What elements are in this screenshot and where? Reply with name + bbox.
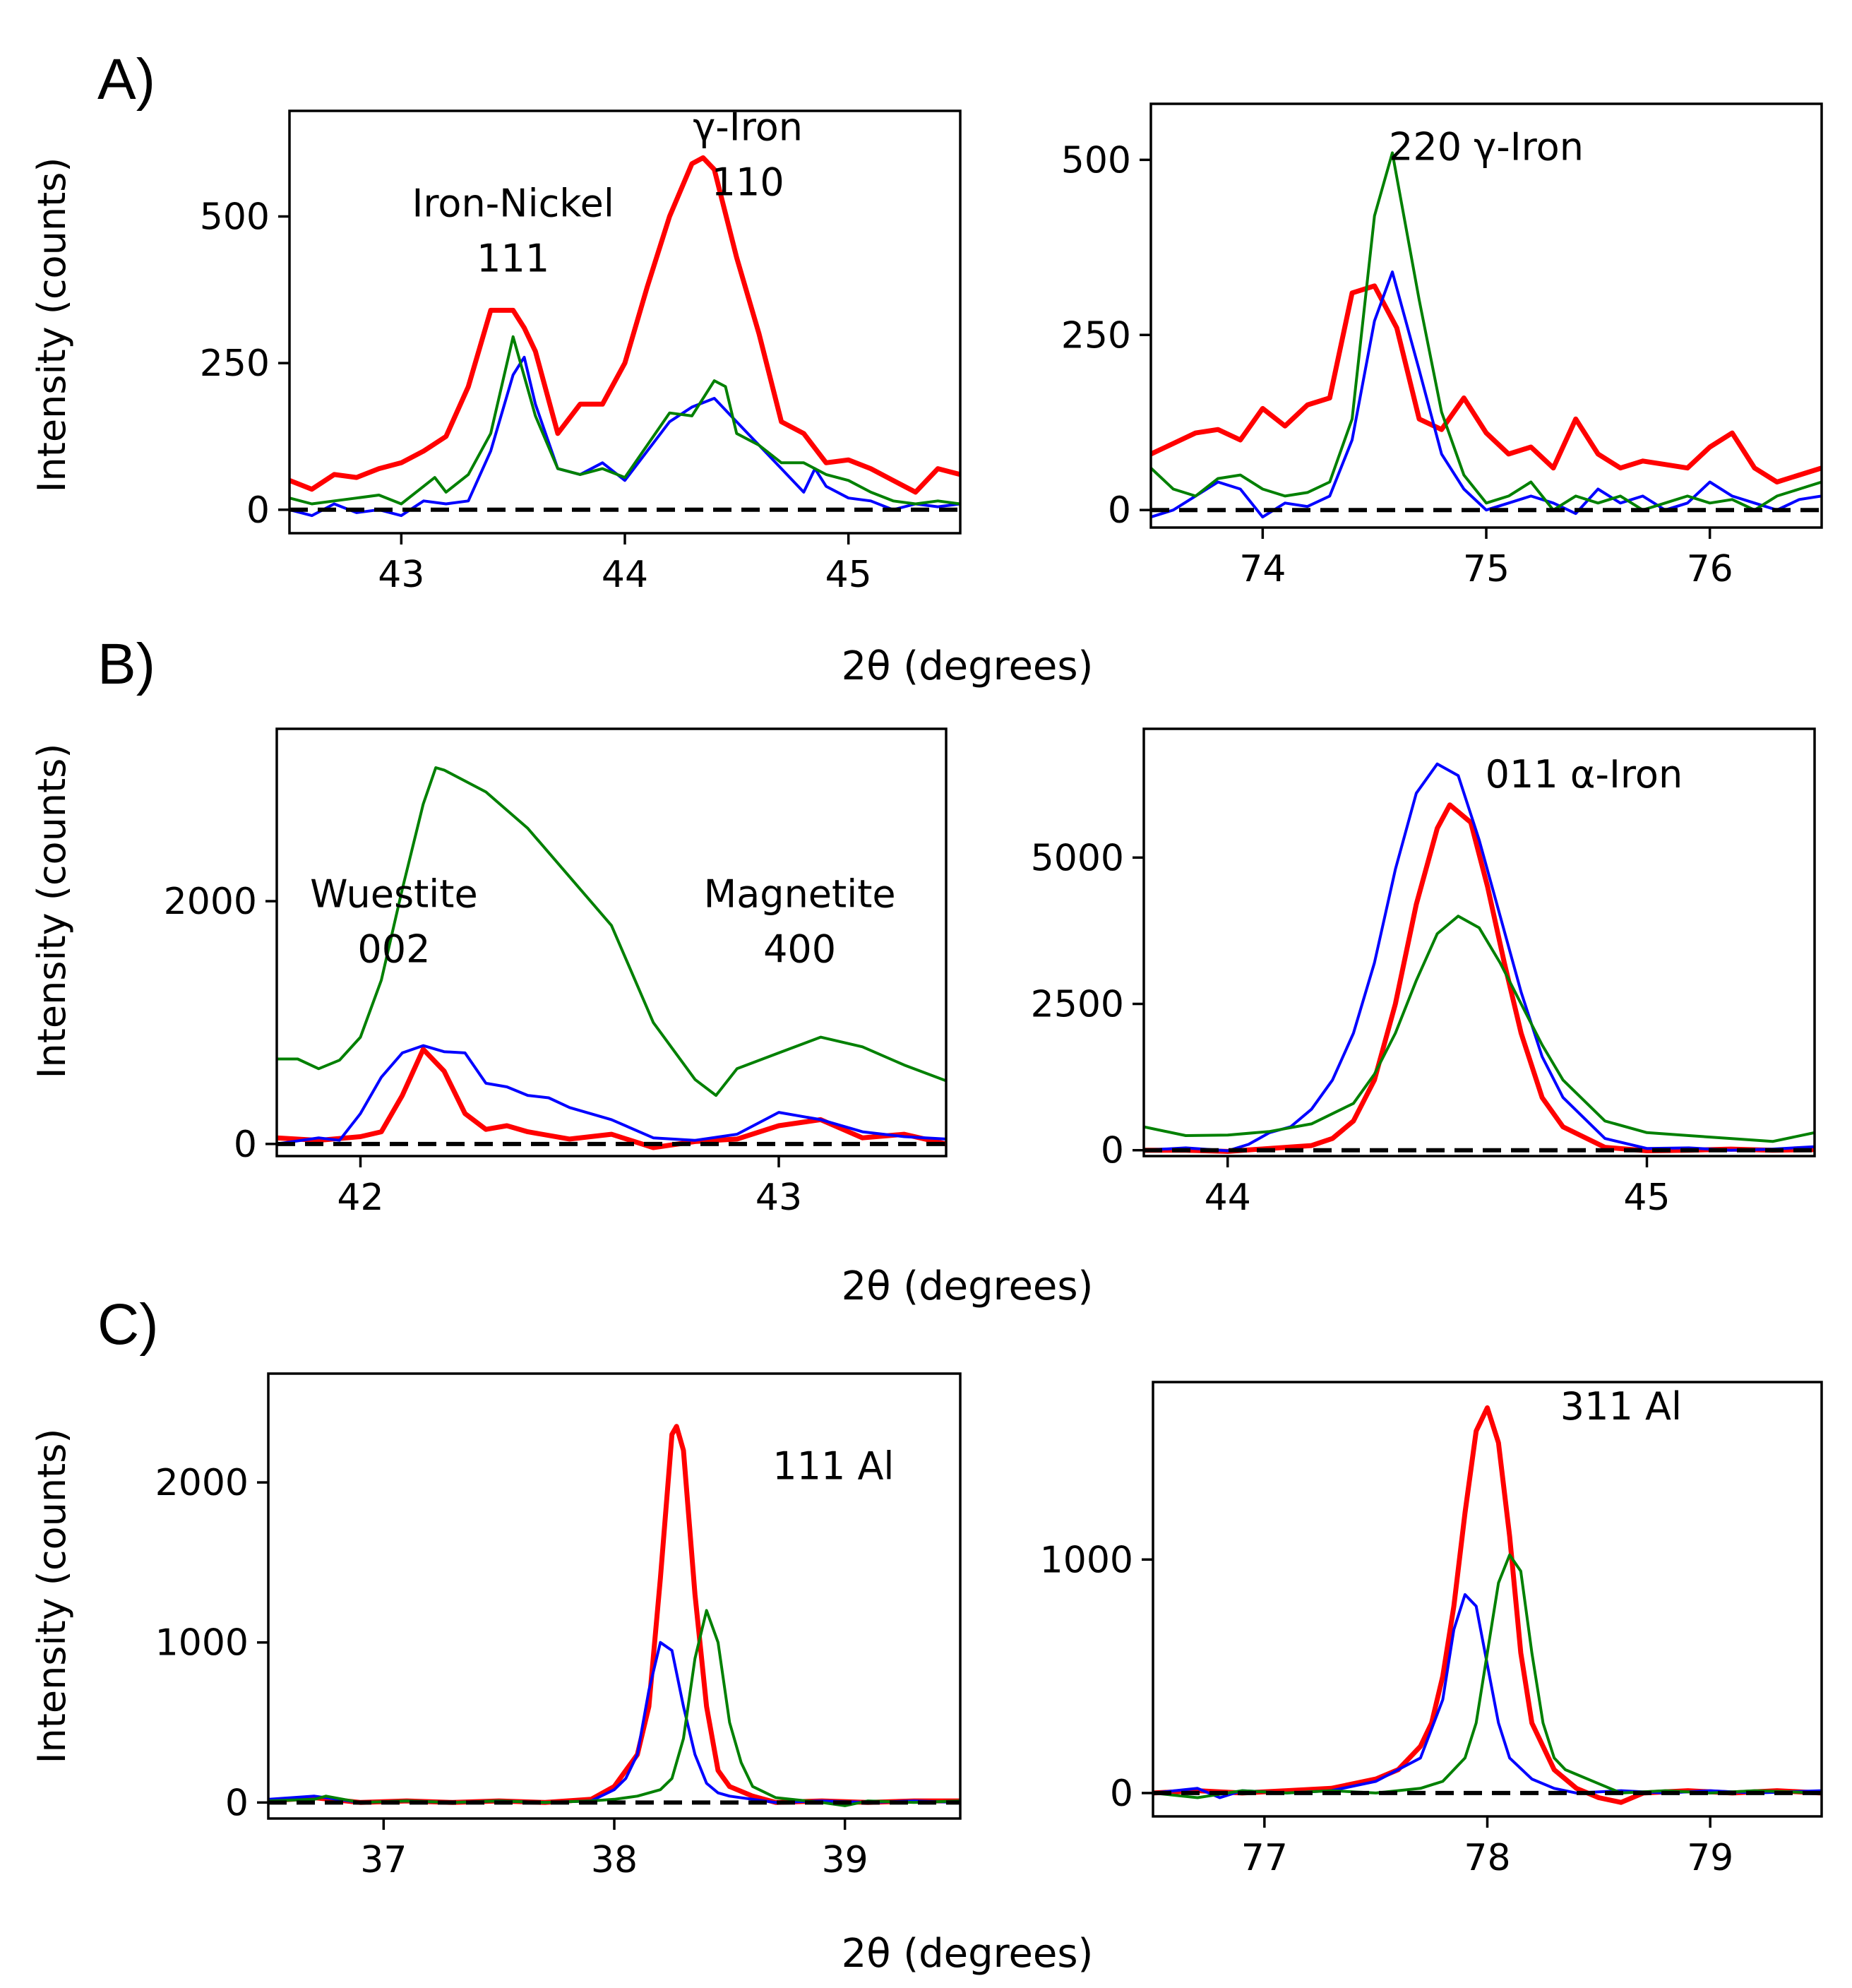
y-tick-label: 2500 bbox=[1031, 984, 1124, 1026]
y-tick-label: 0 bbox=[1101, 1130, 1124, 1172]
peak-annotation: 111 Al bbox=[772, 1444, 894, 1489]
xlabel-a: 2θ (degrees) bbox=[842, 643, 1094, 689]
series-group bbox=[1153, 1405, 1822, 1805]
plot-b-right: 44 45 0 2500 5000 011 α-Iron bbox=[1031, 727, 1816, 1219]
plot-a-right: 74 75 76 0 250 500 220 γ-Iron bbox=[1061, 102, 1823, 590]
x-tick-label: 79 bbox=[1687, 1837, 1733, 1879]
plot-frame bbox=[288, 109, 962, 535]
series-blue-line bbox=[277, 1044, 946, 1145]
series-group bbox=[1151, 151, 1822, 519]
series-blue-line bbox=[1151, 270, 1822, 519]
y-tick-label: 250 bbox=[200, 343, 270, 385]
y-tick-label: 0 bbox=[1108, 489, 1131, 532]
ylabel-c: Intensity (counts) bbox=[30, 1429, 74, 1764]
x-tick-label: 42 bbox=[337, 1177, 383, 1219]
x-tick-label: 76 bbox=[1687, 548, 1733, 590]
peak-annotation: 111 bbox=[477, 237, 549, 281]
series-red-line bbox=[277, 1047, 946, 1150]
series-group bbox=[277, 766, 946, 1150]
y-tick-label: 1000 bbox=[155, 1622, 249, 1665]
series-group bbox=[1144, 762, 1815, 1154]
plot-b-left: 42 43 0 2000 Wuestite 002 Magnetite 400 bbox=[164, 727, 948, 1219]
peak-annotation: γ-Iron bbox=[693, 105, 803, 150]
x-tick-label: 43 bbox=[378, 554, 424, 596]
panel-label-b: B) bbox=[97, 632, 155, 696]
peak-annotation: 110 bbox=[712, 160, 784, 205]
y-tick-label: 0 bbox=[234, 1124, 257, 1166]
y-tick-label: 2000 bbox=[155, 1462, 249, 1504]
peak-annotation: 400 bbox=[763, 927, 836, 972]
panel-label-a: A) bbox=[97, 47, 155, 112]
series-blue-line bbox=[1153, 1593, 1822, 1799]
series-blue-line bbox=[289, 355, 960, 518]
y-tick-label: 500 bbox=[1061, 139, 1131, 181]
series-green-line bbox=[1153, 1553, 1822, 1799]
plot-frame bbox=[1152, 1381, 1823, 1818]
ylabel-a: Intensity (counts) bbox=[30, 157, 74, 493]
y-tick-label: 0 bbox=[225, 1782, 249, 1824]
series-green-line bbox=[1144, 915, 1815, 1143]
peak-annotation: 011 α-Iron bbox=[1486, 752, 1683, 797]
xlabel-c: 2θ (degrees) bbox=[842, 1931, 1094, 1977]
series-green-line bbox=[277, 766, 946, 1097]
peak-annotation: Wuestite bbox=[310, 872, 478, 917]
series-red-line bbox=[289, 155, 960, 495]
series-green-line bbox=[268, 1609, 960, 1807]
x-tick-label: 38 bbox=[591, 1839, 638, 1881]
ylabel-b: Intensity (counts) bbox=[30, 744, 74, 1079]
xlabel-b: 2θ (degrees) bbox=[842, 1263, 1094, 1309]
plot-frame bbox=[267, 1372, 962, 1820]
peak-annotation: 311 Al bbox=[1560, 1384, 1682, 1429]
x-tick-label: 45 bbox=[1623, 1177, 1670, 1219]
plot-frame bbox=[275, 727, 948, 1157]
series-red-line bbox=[1153, 1405, 1822, 1805]
series-green-line bbox=[289, 335, 960, 506]
x-tick-label: 44 bbox=[1205, 1177, 1251, 1219]
plot-a-left: 43 44 45 0 250 500 Iron-Nickel 111 γ-Iron 110 bbox=[200, 105, 962, 596]
y-tick-label: 2000 bbox=[164, 881, 257, 923]
plots: 43 44 45 0 250 500 Iron-Nickel 111 γ-Iron 110 74 75… bbox=[155, 102, 1823, 1881]
y-tick-label: 5000 bbox=[1031, 837, 1124, 879]
series-red-line bbox=[1151, 283, 1822, 484]
y-tick-label: 500 bbox=[200, 196, 270, 239]
x-tick-label: 45 bbox=[825, 554, 872, 596]
series-red-line bbox=[1144, 802, 1815, 1154]
peak-annotation: Magnetite bbox=[704, 872, 896, 917]
plot-frame bbox=[1142, 727, 1816, 1157]
x-tick-label: 78 bbox=[1464, 1837, 1510, 1879]
x-tick-label: 37 bbox=[360, 1839, 407, 1881]
plot-c-right: 77 78 79 0 1000 311 Al bbox=[1040, 1381, 1823, 1879]
x-tick-label: 39 bbox=[822, 1839, 868, 1881]
series-blue-line bbox=[268, 1641, 960, 1804]
y-tick-label: 250 bbox=[1061, 314, 1131, 357]
y-tick-label: 0 bbox=[1110, 1773, 1133, 1815]
x-tick-label: 75 bbox=[1463, 548, 1510, 590]
plot-c-left: 37 38 39 0 1000 2000 111 Al bbox=[155, 1372, 962, 1881]
peak-annotation: 220 γ-Iron bbox=[1389, 124, 1584, 169]
x-tick-label: 77 bbox=[1241, 1837, 1288, 1879]
series-blue-line bbox=[1144, 762, 1815, 1153]
series-group bbox=[289, 155, 960, 518]
x-tick-label: 43 bbox=[755, 1177, 802, 1219]
y-tick-label: 1000 bbox=[1040, 1539, 1133, 1581]
x-tick-label: 44 bbox=[602, 554, 648, 596]
peak-annotation: 002 bbox=[357, 927, 430, 972]
y-tick-label: 0 bbox=[246, 489, 270, 532]
x-tick-label: 74 bbox=[1239, 548, 1286, 590]
series-green-line bbox=[1151, 151, 1822, 512]
peak-annotation: Iron-Nickel bbox=[412, 181, 614, 226]
panel-label-c: C) bbox=[97, 1292, 159, 1357]
